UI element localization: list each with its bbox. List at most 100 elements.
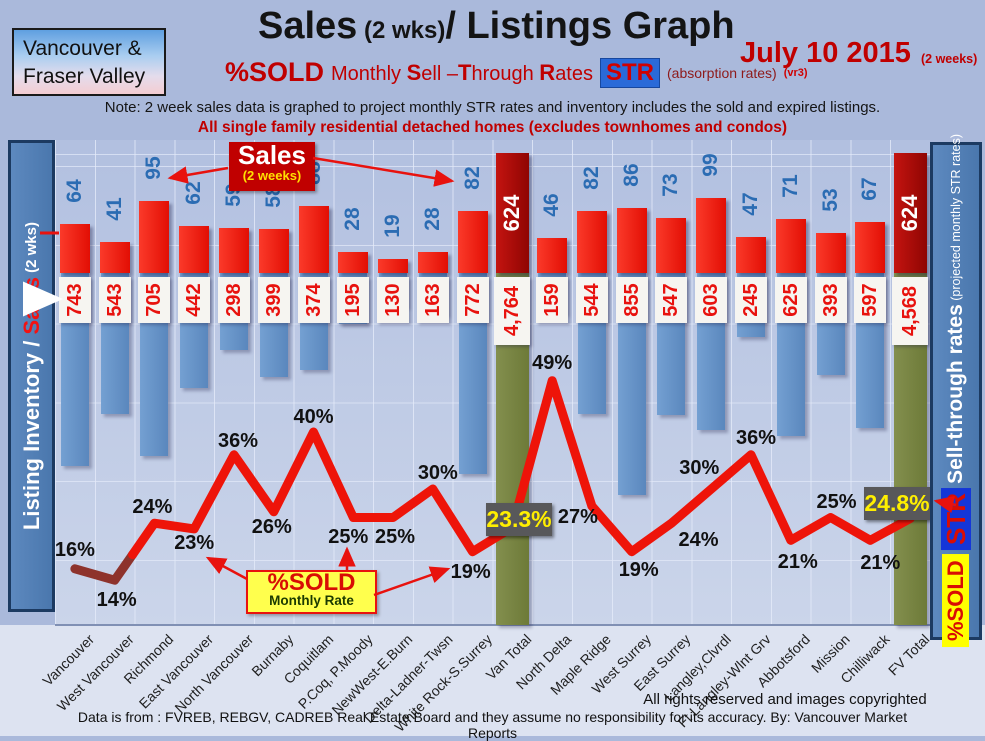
- pct-label: 24%: [678, 529, 719, 552]
- sales-bar: [139, 200, 170, 273]
- sales-bar: [99, 241, 130, 273]
- sales-bar: [378, 258, 409, 273]
- sales-callout-title: Sales: [238, 140, 306, 170]
- inventory-label-box: [58, 277, 91, 323]
- inventory-label-box: [536, 277, 569, 323]
- scope-note: All single family residential detached h…: [197, 119, 788, 136]
- pct-label: 30%: [417, 462, 458, 484]
- sales-callout-box: Sales (2 weeks): [229, 142, 315, 191]
- report-date-note: (2 weeks): [921, 52, 978, 66]
- note-line: Note: 2 week sales data is graphed to pr…: [104, 99, 881, 116]
- sales-bar: [736, 237, 767, 273]
- inventory-label-box: [854, 277, 887, 323]
- sales-bar: [258, 228, 289, 273]
- region-box: Vancouver & Fraser Valley: [12, 28, 166, 96]
- absorption-note: (absorption rates): [667, 64, 777, 81]
- sales-bar: [218, 228, 249, 273]
- sales-bar: [179, 225, 210, 273]
- pct-label: 36%: [217, 429, 258, 452]
- subtitle: %SOLD Monthly Sell –Through Rates STR (a…: [225, 57, 808, 88]
- inventory-label-box: [416, 277, 449, 323]
- version-note: (vr3): [783, 66, 808, 79]
- pct-label: 19%: [618, 558, 659, 581]
- inventory-label-box: [814, 277, 847, 323]
- sales-bar: [457, 210, 488, 273]
- inventory-label-box: [735, 277, 768, 323]
- sales-bar: [855, 222, 886, 273]
- sales-bar: [537, 238, 568, 273]
- inventory-label-box: [377, 277, 410, 323]
- pct-label: 40%: [293, 406, 334, 428]
- title-paren: (2 wks): [363, 17, 446, 44]
- inventory-label-box: [178, 277, 211, 323]
- copyright-note: All rights reserved and images copyright…: [643, 691, 927, 708]
- sales-bar: [59, 224, 90, 273]
- inventory-label-box: [337, 277, 370, 323]
- sales-bar: [298, 206, 329, 273]
- inventory-label-box: [138, 277, 171, 323]
- left-axis-red: Sales: [18, 276, 44, 335]
- right-sold-badge: %SOLD: [941, 554, 969, 648]
- total-sales-bar: [893, 153, 927, 273]
- page-title: Sales (2 wks)/ Listings Graph: [258, 5, 735, 48]
- pct-label: 19%: [450, 560, 491, 583]
- region-line2: Fraser Valley: [23, 65, 146, 88]
- pct-label: 26%: [251, 515, 292, 538]
- sales-bar: [775, 219, 806, 273]
- region-line1: Vancouver &: [23, 37, 142, 60]
- inventory-label-box: [494, 277, 531, 345]
- x-axis-line: [55, 624, 930, 626]
- sales-callout-sub: (2 weeks): [242, 168, 302, 183]
- str-badge: STR: [600, 57, 660, 88]
- inventory-label-box: [892, 277, 929, 345]
- pct-label: 21%: [777, 551, 818, 574]
- inventory-label-box: [695, 277, 728, 323]
- pct-label: 14%: [96, 589, 137, 612]
- sales-bar: [815, 232, 846, 273]
- sold-callout-box: %SOLD Monthly Rate: [246, 570, 377, 614]
- pct-label: 23%: [174, 531, 215, 554]
- right-str-badge: STR: [940, 488, 971, 551]
- below-axis-area: [0, 625, 985, 736]
- sold-callout-title: %SOLD: [267, 569, 356, 596]
- inventory-label-box: [456, 277, 489, 323]
- inventory-label-box: [217, 277, 250, 323]
- pct-label: 49%: [532, 351, 573, 374]
- right-axis-sub: (projected monthly STR rates): [948, 134, 963, 305]
- pct-label: 30%: [679, 457, 720, 479]
- sold-callout-sub: Monthly Rate: [269, 593, 354, 608]
- sales-bar: [576, 210, 607, 273]
- inventory-label-box: [655, 277, 688, 323]
- sales-bar: [656, 217, 687, 273]
- inventory-label-box: [774, 277, 807, 323]
- pct-label: 25%: [375, 525, 416, 548]
- inventory-label-box: [575, 277, 608, 323]
- inventory-label-box: [257, 277, 290, 323]
- pct-label: 36%: [736, 426, 777, 449]
- pct-label: 24%: [132, 496, 173, 519]
- pct-label: 27%: [557, 506, 598, 529]
- inventory-label-box: [297, 277, 330, 323]
- title-main: Sales: [258, 5, 358, 47]
- right-axis-main: Sell-through rates: [943, 304, 967, 485]
- pct-label: 21%: [860, 552, 901, 575]
- total-sales-bar: [495, 153, 529, 273]
- left-axis-title: Listing Inventory / Sales (2 wks): [8, 140, 55, 612]
- title-rest: / Listings Graph: [445, 5, 735, 47]
- sales-bar: [616, 207, 647, 273]
- sold-label: %SOLD: [225, 57, 325, 87]
- inventory-label-box: [615, 277, 648, 323]
- right-axis-title: %SOLD STR Sell-through rates (projected …: [930, 134, 982, 648]
- pct-total-badge: 24.8%: [864, 487, 930, 520]
- str-phrase: Monthly Sell –Through Rates: [331, 59, 593, 85]
- left-axis-small: (2 wks): [22, 221, 40, 277]
- left-axis-white: Listing Inventory /: [18, 334, 44, 531]
- sales-bar: [696, 197, 727, 273]
- sales-bar: [417, 251, 448, 273]
- inventory-label-box: [98, 277, 131, 323]
- pct-label: 25%: [816, 490, 857, 513]
- sales-bar: [338, 251, 369, 273]
- report-date: July 10 2015: [740, 37, 911, 69]
